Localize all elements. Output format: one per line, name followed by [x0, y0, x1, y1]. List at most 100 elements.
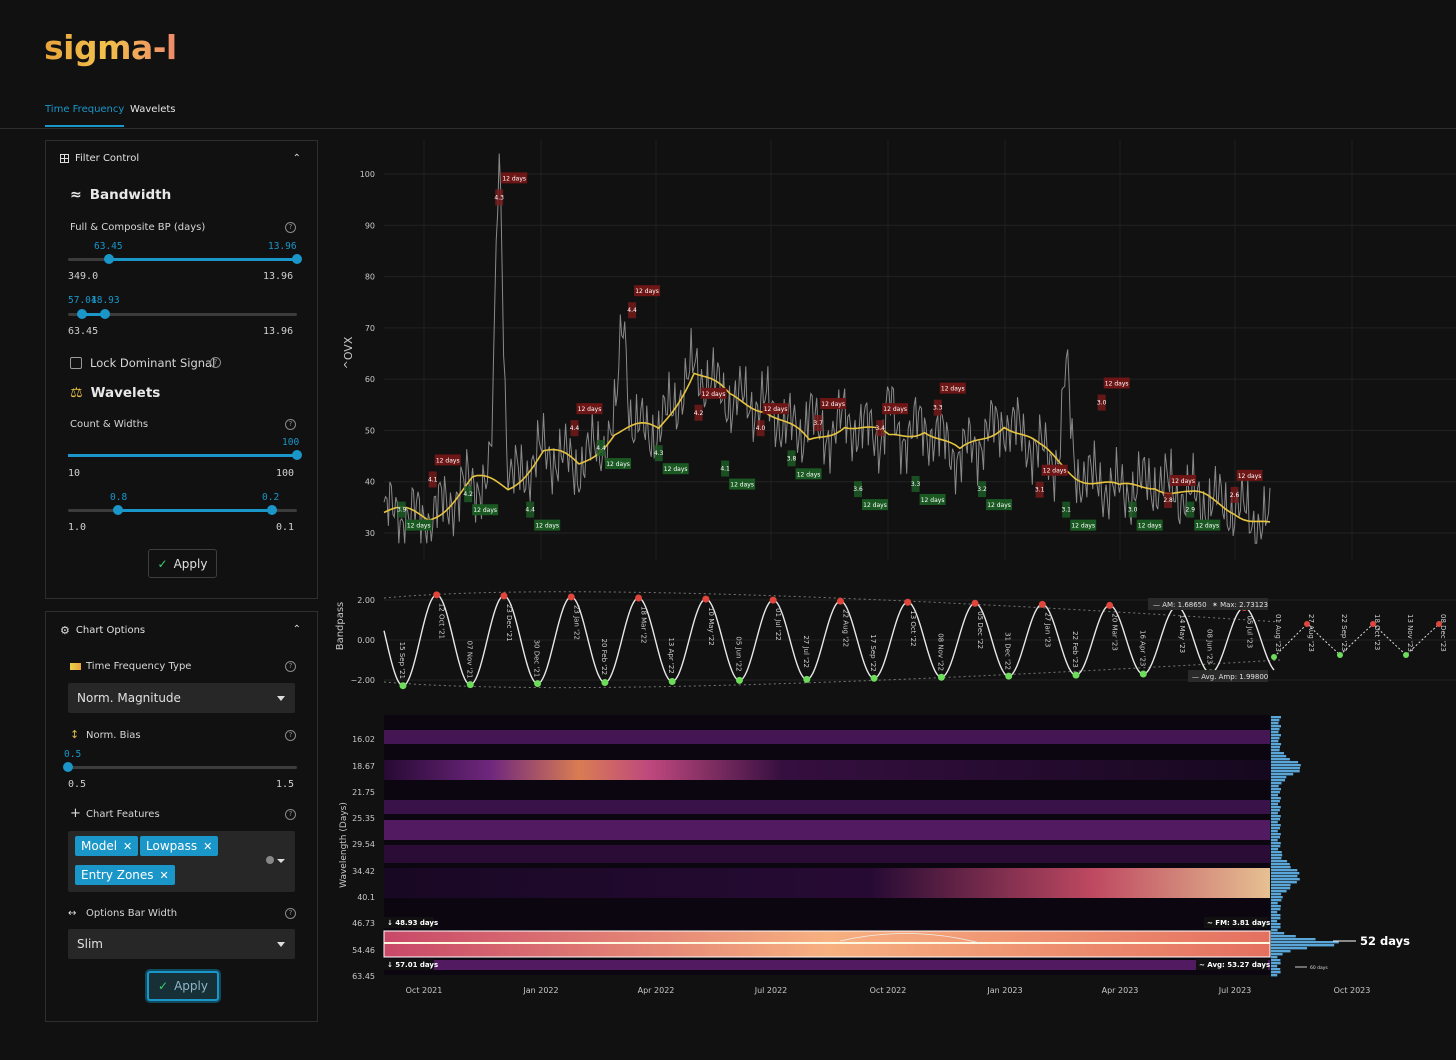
peak-strength-label: 2.8 [1163, 497, 1173, 504]
histogram-bar [1271, 881, 1297, 884]
peak-marker [1097, 394, 1106, 411]
histogram-bar [1271, 887, 1291, 890]
help-icon[interactable]: ? [285, 661, 296, 672]
price-chart[interactable]: 30 40 50 60 70 80 90 100 ^OVX 12 days 4.1 12 days 4.… [342, 140, 1456, 560]
trough-marker [721, 460, 730, 477]
histogram-bar [1271, 818, 1280, 821]
projected-trough-dot [1337, 652, 1343, 658]
peak-date-label: 12 Oct '21 [438, 603, 446, 639]
slider-handle[interactable] [99, 309, 110, 319]
histogram-bar [1271, 965, 1278, 968]
slider-handle[interactable] [104, 254, 115, 264]
check-icon: ✓ [157, 556, 168, 571]
charts-area[interactable]: 30 40 50 60 70 80 90 100 ^OVX 12 days 4.1 12 days 4.… [330, 130, 1456, 1005]
trough-marker [597, 440, 606, 457]
remove-icon[interactable]: ✕ [203, 840, 213, 853]
help-icon[interactable]: ? [285, 419, 296, 430]
trough-date-label: 13 Apr '22 [667, 637, 675, 673]
help-icon[interactable]: ? [285, 809, 296, 820]
chevron-up-icon[interactable]: ⌃ [292, 153, 301, 164]
histogram-bar [1271, 839, 1278, 842]
filter-control-header[interactable]: Filter Control [60, 153, 139, 164]
histogram-bar [1271, 854, 1283, 857]
help-icon[interactable]: ? [285, 730, 296, 741]
peak-label-box [762, 403, 789, 415]
chart-options-title: Chart Options [75, 625, 146, 636]
trough-strength-label: 3.0 [1128, 507, 1138, 514]
x-tick-label: Jul 2023 [1218, 986, 1252, 995]
slider-handle[interactable] [292, 450, 302, 460]
slider-handle[interactable] [76, 309, 87, 319]
trough-dot [1072, 671, 1080, 679]
projected-peak-dot [1370, 621, 1376, 627]
tab-wavelets[interactable]: Wavelets [130, 104, 176, 115]
help-icon[interactable]: ? [285, 222, 296, 233]
slider2-high-value: 48.93 [91, 295, 120, 306]
max-label: ✶ Max: 2.73123 [1212, 601, 1268, 609]
chart-options-header[interactable]: ⚙ Chart Options [60, 624, 145, 637]
waves-icon: ≈ [70, 187, 82, 203]
bandwidth-slider-1[interactable] [68, 254, 302, 264]
slider-handle[interactable] [292, 254, 302, 264]
histogram-bar [1271, 914, 1281, 917]
peak-strength-label: 3.4 [875, 425, 885, 432]
histogram-bar [1271, 884, 1291, 887]
filter-control-panel: Filter Control ⌃ ≈ Bandwidth Full & Comp… [45, 140, 318, 599]
bias-max: 1.5 [276, 779, 295, 790]
trough-label-box [795, 468, 822, 480]
widths-slider[interactable] [68, 505, 297, 515]
slider-handle[interactable] [113, 505, 124, 515]
remove-icon[interactable]: ✕ [159, 869, 169, 882]
tf-type-select[interactable]: Norm. Magnitude [68, 683, 295, 713]
avg-amp-label: — Avg. Amp: 1.99800 [1192, 673, 1268, 681]
histogram-bar [1271, 737, 1280, 740]
clear-icon[interactable] [266, 856, 274, 864]
peak-date-label: 22 Aug '22 [841, 609, 849, 647]
bar-width-select[interactable]: Slim [68, 929, 295, 959]
x-tick-label: Jan 2023 [986, 986, 1022, 995]
y-axis-label: ^OVX [342, 336, 355, 369]
peak-strength-label: 4.3 [494, 194, 504, 201]
filter-apply-button[interactable]: ✓ Apply [148, 549, 217, 578]
chevron-up-icon[interactable]: ⌃ [292, 624, 301, 635]
histogram-bar [1271, 848, 1279, 851]
trough-strength-label: 4.1 [720, 466, 730, 473]
trough-date-label: 15 Sep '21 [398, 642, 406, 679]
peak-date-label: 20 Mar '23 [1111, 613, 1119, 650]
feature-chip[interactable]: Lowpass ✕ [140, 836, 219, 856]
app-logo: sigma-l [44, 28, 177, 67]
histogram-bar [1271, 920, 1278, 923]
remove-icon[interactable]: ✕ [123, 840, 133, 853]
peak-cycle-label: 12 days [941, 386, 965, 393]
feature-chip[interactable]: Model ✕ [75, 836, 139, 856]
bandpass-chart[interactable]: 2.00 0.00 −2.00 Bandpass 12 Oct '21 23 Dec '2… [335, 591, 1456, 690]
peak-dot [971, 599, 979, 607]
histogram-bar [1271, 836, 1280, 839]
peak-dot [433, 591, 441, 599]
help-icon[interactable]: ? [210, 357, 221, 368]
slider1-high-value: 13.96 [268, 241, 297, 252]
bias-slider[interactable] [63, 762, 297, 772]
wavelet-heatmap[interactable]: 16.02 18.67 21.75 25.35 29.54 34.42 40.1 46.73 5… [339, 715, 1410, 995]
slider-handle[interactable] [63, 762, 73, 772]
projected-trough-dot [1403, 652, 1409, 658]
peak-cycle-label: 12 days [883, 406, 907, 413]
chart-features-multiselect[interactable]: Model ✕ Lowpass ✕ Entry Zones ✕ [68, 831, 295, 892]
histogram-bar [1271, 776, 1287, 779]
slider-handle[interactable] [266, 505, 277, 515]
feature-chip[interactable]: Entry Zones ✕ [75, 865, 175, 885]
help-icon[interactable]: ? [285, 908, 296, 919]
x-tick-label: Jul 2022 [754, 986, 788, 995]
y-tick-label: 29.54 [352, 840, 375, 849]
heatmap-band [384, 820, 1270, 840]
histogram-bar [1271, 917, 1281, 920]
trough-date-label: 08 Nov '22 [936, 633, 944, 671]
chart-options-apply-button[interactable]: ✓ Apply [147, 971, 219, 1001]
histogram-bar [1271, 959, 1281, 962]
count-slider[interactable] [68, 450, 302, 460]
price-series-line [383, 153, 1271, 544]
tab-time-frequency[interactable]: Time Frequency [45, 104, 125, 127]
bandwidth-slider-2[interactable] [68, 309, 297, 319]
lock-checkbox[interactable] [70, 357, 82, 369]
trough-label-box [1136, 519, 1163, 531]
